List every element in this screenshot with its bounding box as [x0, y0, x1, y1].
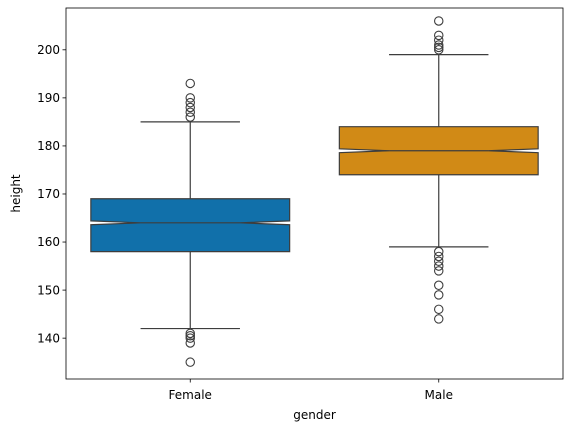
outlier-point: [185, 357, 196, 367]
y-axis-label: height: [9, 174, 23, 213]
outlier-point: [185, 78, 196, 89]
outlier-point: [185, 107, 196, 118]
y-tick-label: 190: [37, 91, 60, 105]
outlier-point: [185, 338, 196, 348]
y-axis-ticks: 140 150 160 170 180 190 200: [37, 43, 66, 345]
outlier-point: [433, 304, 444, 315]
outlier-point: [433, 45, 444, 55]
y-tick-label: 200: [37, 43, 60, 57]
outlier-point: [185, 330, 196, 341]
x-axis-ticks: Female Male: [169, 379, 453, 402]
x-axis-label: gender: [293, 408, 336, 422]
outlier-point: [433, 16, 444, 26]
x-tick-label: Male: [425, 388, 453, 402]
outlier-point: [433, 266, 444, 276]
outlier-point: [433, 42, 444, 53]
outlier-point: [185, 93, 196, 103]
outlier-point: [433, 251, 444, 262]
outlier-point: [185, 97, 196, 108]
outlier-point: [433, 35, 444, 45]
outlier-point: [433, 30, 444, 41]
outlier-point: [433, 314, 444, 324]
outlier-point: [185, 328, 196, 339]
outlier-point: [433, 290, 444, 300]
outlier-point: [185, 333, 196, 343]
outlier-point: [185, 112, 196, 122]
outlier-point: [185, 102, 196, 113]
outlier-point: [433, 261, 444, 271]
outlier-point: [433, 256, 444, 267]
outlier-point: [433, 246, 444, 257]
outlier-point: [433, 40, 444, 50]
outlier-point: [433, 280, 444, 291]
x-tick-label: Female: [169, 388, 212, 402]
box-body: [90, 198, 291, 253]
box-group-female: [90, 78, 291, 367]
plot-content: [90, 16, 539, 367]
y-tick-label: 150: [37, 283, 60, 297]
box-group-male: [338, 16, 539, 324]
y-tick-label: 170: [37, 187, 60, 201]
y-tick-label: 180: [37, 139, 60, 153]
y-tick-label: 160: [37, 235, 60, 249]
plot-frame: [65, 7, 564, 380]
y-tick-label: 140: [37, 331, 60, 345]
